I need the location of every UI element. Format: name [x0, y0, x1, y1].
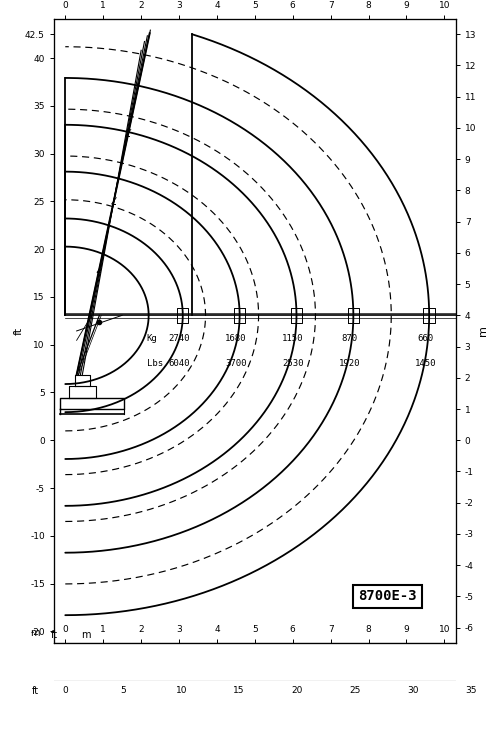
Text: Kg: Kg: [147, 335, 157, 344]
Text: 35: 35: [466, 687, 477, 696]
Text: m: m: [81, 630, 91, 640]
Text: ft: ft: [51, 630, 58, 640]
Text: 20: 20: [292, 687, 303, 696]
Text: Lbs: Lbs: [147, 359, 163, 368]
Text: 0: 0: [62, 687, 68, 696]
Text: 8700E-3: 8700E-3: [358, 589, 417, 603]
Text: 3700: 3700: [225, 359, 246, 368]
Text: 1920: 1920: [339, 359, 360, 368]
Text: 5: 5: [121, 687, 126, 696]
Text: 870: 870: [342, 335, 358, 344]
Text: 2740: 2740: [168, 335, 190, 344]
Y-axis label: ft: ft: [14, 327, 24, 335]
Text: 2530: 2530: [282, 359, 303, 368]
Y-axis label: m: m: [478, 326, 488, 336]
Text: 25: 25: [349, 687, 361, 696]
Text: 30: 30: [407, 687, 419, 696]
Text: ft: ft: [31, 687, 39, 696]
Text: 660: 660: [417, 335, 434, 344]
Text: 1150: 1150: [282, 335, 303, 344]
Text: 1680: 1680: [225, 335, 246, 344]
Text: 1450: 1450: [415, 359, 436, 368]
Text: m: m: [30, 628, 40, 638]
Text: 15: 15: [233, 687, 245, 696]
Text: 6040: 6040: [168, 359, 190, 368]
Text: 10: 10: [175, 687, 187, 696]
